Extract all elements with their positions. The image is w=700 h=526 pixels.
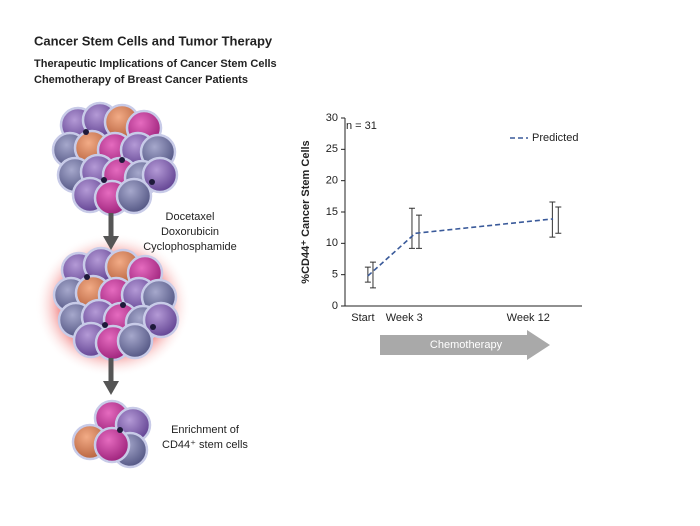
error-bar: [415, 214, 422, 249]
drug-label: Cyclophosphamide: [143, 241, 237, 253]
subtitle: Chemotherapy of Breast Cancer Patients: [34, 74, 248, 86]
subtitle: Therapeutic Implications of Cancer Stem …: [34, 58, 277, 70]
error-bar: [555, 206, 562, 234]
y-tick-label: 5: [332, 269, 338, 281]
series-line: [367, 218, 554, 277]
y-tick-label: 0: [332, 300, 338, 312]
y-tick-label: 30: [326, 112, 338, 124]
x-tick-label: Week 3: [386, 312, 423, 324]
legend-label: Predicted: [532, 132, 578, 144]
y-tick-label: 25: [326, 143, 338, 155]
phase-arrow-label: Chemotherapy: [430, 339, 503, 351]
drug-label: Doxorubicin: [161, 226, 219, 238]
y-tick-label: 20: [326, 175, 338, 187]
y-tick-label: 10: [326, 237, 338, 249]
phase-arrow: [380, 330, 550, 360]
y-tick-label: 15: [326, 206, 338, 218]
outcome-label: Enrichment of: [171, 424, 240, 436]
down-arrow: [103, 358, 119, 395]
error-bar: [408, 207, 415, 249]
drug-label: Docetaxel: [166, 211, 215, 223]
x-tick-label: Week 12: [507, 312, 550, 324]
slide-title: Cancer Stem Cells and Tumor Therapy: [34, 33, 273, 48]
error-bar: [369, 261, 376, 289]
error-bar: [364, 266, 371, 283]
x-tick-label: Start: [351, 312, 374, 324]
tumor-cluster: [51, 101, 179, 217]
y-axis-label: %CD44⁺ Cancer Stem Cells: [300, 140, 312, 283]
outcome-label: CD44⁺ stem cells: [162, 439, 248, 451]
down-arrow: [103, 213, 119, 250]
enriched-cluster: [71, 399, 152, 469]
annotation: n = 31: [346, 120, 377, 132]
